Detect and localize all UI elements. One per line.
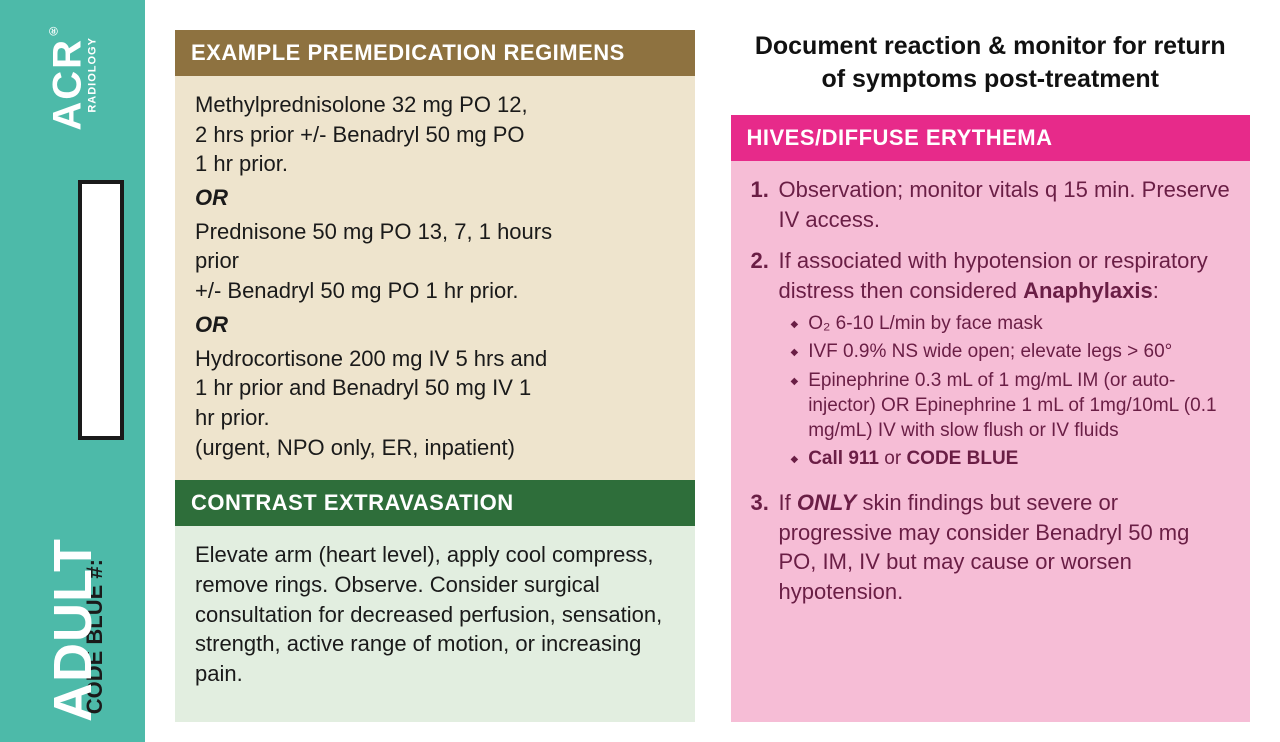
right-column: Document reaction & monitor for return o…: [731, 30, 1251, 722]
bullet-911: Call 911 or CODE BLUE: [791, 447, 1231, 472]
step2-colon: :: [1153, 278, 1159, 303]
adult-label: ADULT: [42, 538, 104, 722]
extravasation-text: Elevate arm (heart level), apply cool co…: [195, 540, 675, 688]
hives-body: 1. Observation; monitor vitals q 15 min.…: [731, 161, 1251, 722]
step2-anaphylaxis: Anaphylaxis: [1023, 278, 1153, 303]
step-number: 2.: [751, 246, 779, 476]
premed-opt2-line3: +/- Benadryl 50 mg PO 1 hr prior.: [195, 276, 675, 306]
premed-opt3-line2: 1 hr prior and Benadryl 50 mg IV 1: [195, 373, 675, 403]
premedication-body: Methylprednisolone 32 mg PO 12, 2 hrs pr…: [175, 76, 695, 480]
extravasation-header: CONTRAST EXTRAVASATION: [175, 480, 695, 526]
bullet-ivf: IVF 0.9% NS wide open; elevate legs > 60…: [791, 340, 1231, 365]
step-number: 1.: [751, 175, 779, 234]
premed-or-1: OR: [195, 183, 675, 213]
premedication-header: EXAMPLE PREMEDICATION REGIMENS: [175, 30, 695, 76]
premed-opt2-line1: Prednisone 50 mg PO 13, 7, 1 hours: [195, 217, 675, 247]
hives-header: HIVES/DIFFUSE ERYTHEMA: [731, 115, 1251, 161]
step2-text: If associated with hypotension or respir…: [779, 246, 1231, 476]
step-number: 3.: [751, 488, 779, 607]
premed-opt1-line2: 2 hrs prior +/- Benadryl 50 mg PO: [195, 120, 675, 150]
premed-opt2-line2: prior: [195, 246, 675, 276]
code-blue-input-box: [78, 180, 124, 440]
sidebar: ACR® RADIOLOGY CODE BLUE #: ADULT: [0, 0, 145, 742]
premed-opt3-line4: (urgent, NPO only, ER, inpatient): [195, 433, 675, 463]
hives-step-3: 3. If ONLY skin findings but severe or p…: [751, 488, 1231, 607]
premed-opt1-line3: 1 hr prior.: [195, 149, 675, 179]
premed-or-2: OR: [195, 310, 675, 340]
step1-text: Observation; monitor vitals q 15 min. Pr…: [779, 175, 1231, 234]
acr-logo: ACR® RADIOLOGY: [47, 22, 98, 131]
content: EXAMPLE PREMEDICATION REGIMENS Methylpre…: [145, 0, 1280, 742]
left-column: EXAMPLE PREMEDICATION REGIMENS Methylpre…: [175, 30, 695, 722]
step3-text: If ONLY skin findings but severe or prog…: [779, 488, 1231, 607]
acr-subtext: RADIOLOGY: [87, 22, 98, 129]
document-reaction-title: Document reaction & monitor for return o…: [731, 30, 1251, 115]
hives-steps: 1. Observation; monitor vitals q 15 min.…: [751, 175, 1231, 607]
acr-text: ACR: [45, 38, 89, 131]
hives-step-1: 1. Observation; monitor vitals q 15 min.…: [751, 175, 1231, 234]
premed-opt3-line3: hr prior.: [195, 403, 675, 433]
premed-opt3-line1: Hydrocortisone 200 mg IV 5 hrs and: [195, 344, 675, 374]
extravasation-body: Elevate arm (heart level), apply cool co…: [175, 526, 695, 722]
bullet-epi: Epinephrine 0.3 mL of 1 mg/mL IM (or aut…: [791, 369, 1231, 443]
bullet-o2: O₂ 6-10 L/min by face mask: [791, 312, 1231, 337]
premed-opt1-line1: Methylprednisolone 32 mg PO 12,: [195, 90, 675, 120]
hives-step-2: 2. If associated with hypotension or res…: [751, 246, 1231, 476]
anaphylaxis-bullets: O₂ 6-10 L/min by face mask IVF 0.9% NS w…: [791, 312, 1231, 472]
